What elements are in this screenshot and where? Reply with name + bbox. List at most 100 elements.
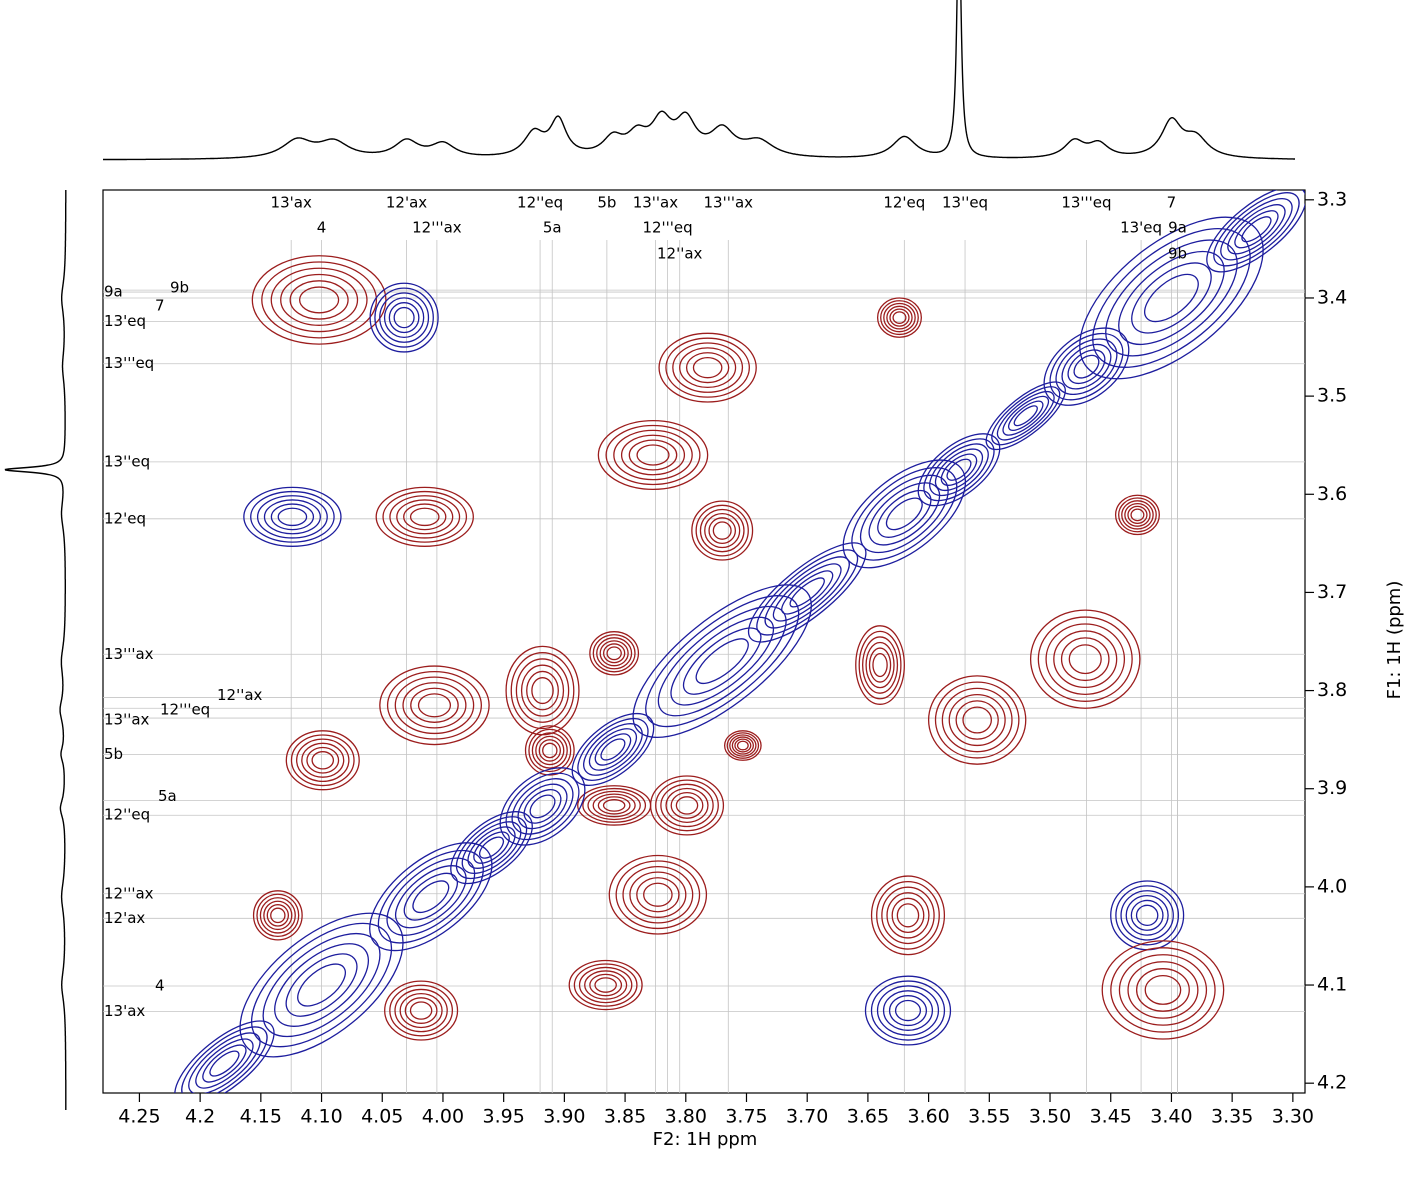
cross-peak-contour	[672, 342, 744, 393]
y-assignment-label: 13'''eq	[104, 354, 154, 372]
diagonal-contour	[181, 1026, 268, 1093]
diagonal-contour	[645, 595, 800, 728]
x-tick-label: 4.00	[422, 1106, 464, 1128]
cross-peak-contour	[311, 751, 335, 770]
diagonal-contour	[934, 448, 984, 492]
cross-peak-contour	[1118, 954, 1208, 1026]
cross-peak-contour	[670, 792, 704, 819]
cross-peak-contour	[599, 640, 629, 667]
cross-peak-contour	[409, 1001, 433, 1020]
cross-peak-contour	[243, 486, 342, 547]
diagonal-contour	[250, 922, 393, 1048]
cross-peak-contour	[394, 676, 475, 735]
x-assignment-label: 12'''eq	[642, 219, 692, 237]
y-assignment-label: 13''ax	[104, 711, 150, 729]
cross-peak-contour	[1120, 890, 1174, 941]
cross-peak-contour	[592, 793, 636, 818]
cross-peak-contour	[886, 305, 913, 330]
cross-peak-contour	[266, 904, 290, 927]
cross-peak-contour	[655, 779, 719, 832]
diagonal-contour	[682, 627, 762, 695]
cross-peak-contour	[384, 980, 459, 1041]
cross-peak-contour	[568, 959, 643, 1011]
cross-peak-contour	[636, 877, 680, 913]
x-assignment-label: 9b	[1168, 245, 1187, 263]
cross-peak-contour	[597, 796, 631, 815]
x-assignment-label: 13''eq	[942, 194, 988, 212]
cross-peak-contour	[736, 740, 749, 751]
cross-peak-contour	[410, 687, 459, 723]
x-assignment-label: 13'ax	[271, 194, 312, 212]
diagonal-contour	[1220, 198, 1293, 261]
diagonal-contour	[842, 459, 967, 569]
diagonal-contour	[632, 584, 812, 739]
x-tick-label: 4.05	[361, 1106, 403, 1128]
cross-peak-contour	[379, 665, 490, 746]
cross-peak-contour	[589, 631, 640, 676]
y-tick-label: 4.0	[1317, 875, 1347, 897]
diagonal-contour	[996, 390, 1055, 441]
cross-peak-contour	[704, 513, 741, 549]
x-assignment-label: 13'''ax	[704, 194, 754, 212]
x-tick-label: 3.75	[725, 1106, 767, 1128]
cross-peak-contour	[708, 517, 737, 544]
diagonal-contour	[262, 932, 381, 1038]
y-assignment-label: 9b	[170, 279, 189, 297]
x-axis-label: F2: 1H ppm	[653, 1129, 758, 1150]
cross-peak-contour	[622, 865, 694, 924]
cross-peak-contour	[894, 999, 922, 1022]
y-tick-label: 3.3	[1317, 188, 1347, 210]
diagonal-contour	[412, 880, 450, 914]
diagonal-contour	[386, 857, 476, 936]
cross-peak-contour	[403, 503, 447, 531]
cross-peak-contour	[870, 980, 946, 1041]
diagonal-contour	[1234, 210, 1279, 249]
cross-peak-contour	[1037, 616, 1133, 702]
x-tick-label: 4.25	[118, 1106, 160, 1128]
diagonal-contour	[450, 811, 533, 885]
diagonal-contour	[239, 912, 404, 1058]
x-tick-label: 3.65	[847, 1106, 889, 1128]
diagonal-contour	[1241, 216, 1272, 243]
x-assignment-label: 12'eq	[883, 194, 925, 212]
x-tick-label: 4.15	[240, 1106, 282, 1128]
cross-peak-contour	[1124, 502, 1151, 527]
diagonal-contour	[1002, 395, 1050, 436]
y-assignment-label: 12'ax	[104, 909, 145, 927]
cross-peak-contour	[861, 636, 899, 694]
y-assignment-label: 13'''ax	[104, 645, 154, 663]
cross-peak-contour	[628, 439, 678, 471]
cross-peak-contour	[306, 746, 340, 774]
diagonal-contour	[859, 474, 949, 554]
diagonal-contour	[174, 1020, 275, 1093]
cross-peak-contour	[270, 907, 286, 924]
x-tick-label: 4.10	[300, 1106, 342, 1128]
cross-peak-contour	[369, 282, 439, 353]
diagonal-contour	[517, 783, 568, 830]
x-tick-label: 3.80	[665, 1106, 707, 1128]
cross-peak-contour	[1130, 508, 1145, 522]
cross-peak-contour	[658, 332, 757, 403]
cross-peak-contour	[649, 775, 725, 836]
diagonal-contour	[274, 943, 370, 1027]
cross-peak-contour	[734, 738, 752, 753]
cross-peak-contour	[524, 725, 575, 776]
cross-peak-contour	[1068, 644, 1102, 675]
cross-peak-contour	[270, 503, 315, 531]
cross-peak-contour	[1110, 947, 1216, 1033]
diagonal-contour	[511, 778, 574, 835]
x-tick-label: 3.35	[1211, 1106, 1253, 1128]
y-assignment-label: 13'eq	[104, 312, 146, 330]
cross-peak-contour	[948, 693, 1006, 747]
x-tick-label: 3.30	[1272, 1106, 1314, 1128]
cross-peak-contour	[597, 420, 709, 491]
x-tick-label: 3.50	[1029, 1106, 1071, 1128]
diagonal-contour	[297, 963, 346, 1007]
cross-peak-contour	[679, 347, 737, 389]
diagonal-contour	[571, 712, 655, 787]
cross-peak-contour	[589, 973, 623, 997]
cross-peak-contour	[691, 500, 754, 561]
f2-projection	[103, 0, 1295, 161]
cross-peak-contour	[876, 880, 940, 950]
cross-peak-contour	[636, 444, 670, 466]
